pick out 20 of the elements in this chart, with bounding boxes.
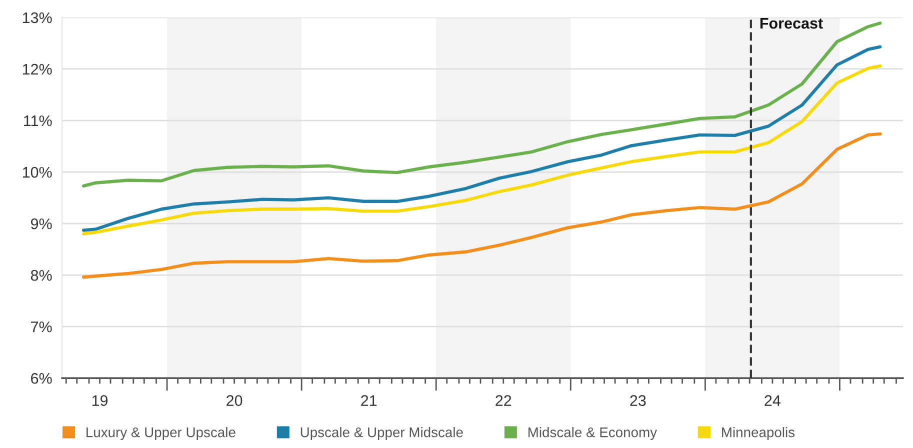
ref-line-label: Forecast — [760, 18, 823, 29]
y-tick-label: 13% — [22, 12, 52, 24]
x-tick-label: 24 — [764, 395, 781, 406]
legend-label: Minneapolis — [722, 427, 795, 440]
line-series — [82, 132, 882, 279]
x-tick-label: 21 — [361, 395, 377, 406]
legend-label: Midscale & Economy — [528, 427, 658, 440]
y-tick-label: 12% — [22, 64, 52, 75]
x-tick-label: 19 — [92, 395, 108, 406]
y-tick-label: 9% — [30, 218, 52, 230]
x-tick-label: 23 — [630, 395, 646, 406]
x-tick-label: 20 — [226, 395, 242, 406]
y-tick-label: 8% — [30, 270, 52, 281]
y-tick-label: 11% — [24, 115, 52, 126]
y-tick-label: 7% — [31, 322, 52, 332]
legend-label: Luxury & Upper Upscale — [86, 427, 236, 440]
x-tick-label: 22 — [496, 395, 512, 406]
y-tick-label: 6% — [31, 372, 52, 384]
y-tick-label: 10% — [22, 166, 52, 178]
legend-label: Upscale & Upper Midscale — [300, 427, 463, 440]
